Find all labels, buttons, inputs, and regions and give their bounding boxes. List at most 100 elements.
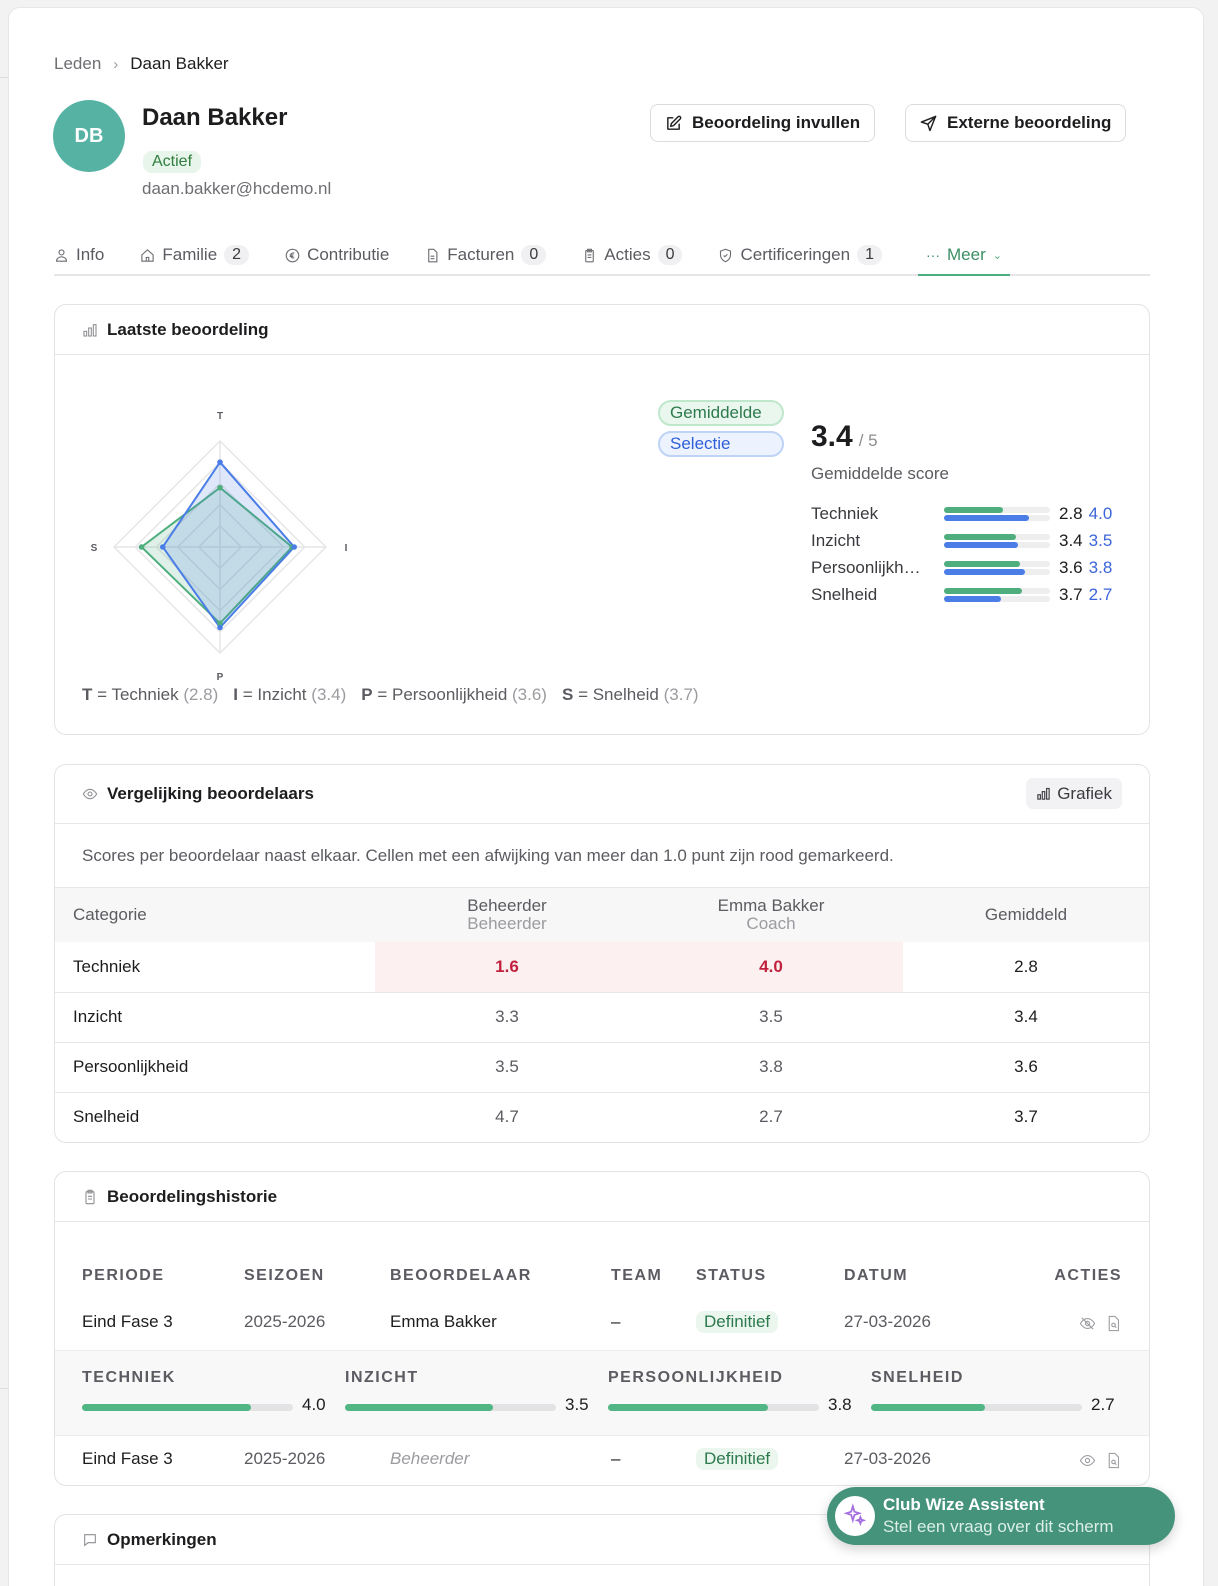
tab-contributie[interactable]: Contributie bbox=[285, 236, 389, 274]
average-value: 3.7 bbox=[1059, 585, 1083, 604]
comparison-description: Scores per beoordelaar naast elkaar. Cel… bbox=[55, 824, 1149, 888]
external-review-label: Externe beoordeling bbox=[947, 113, 1112, 132]
score-row: Techniek 2.8 4.0 bbox=[811, 501, 1131, 527]
average-score: 3.4 / 5 bbox=[811, 420, 878, 454]
average-value: 3.4 bbox=[1059, 531, 1083, 550]
card-title: Vergelijking beoordelaars bbox=[107, 784, 314, 803]
background-divider bbox=[0, 1388, 10, 1389]
history-row[interactable]: Eind Fase 3 2025-2026 Beheerder – Defini… bbox=[55, 1436, 1149, 1485]
column-header: Emma Bakker Coach bbox=[639, 888, 903, 942]
column-header: Gemiddeld bbox=[903, 888, 1149, 942]
score-row-label: Techniek bbox=[811, 504, 879, 523]
detail-score: SNELHEID 2.7 bbox=[871, 1369, 1115, 1414]
score-bars bbox=[944, 507, 1050, 521]
tab-familie[interactable]: Familie 2 bbox=[140, 236, 250, 274]
row-actions bbox=[1079, 1315, 1122, 1332]
legend-selection[interactable]: Selectie bbox=[658, 431, 784, 457]
tab-label: Contributie bbox=[307, 245, 390, 264]
score-row-label: Inzicht bbox=[811, 531, 861, 550]
tab-facturen[interactable]: Facturen 0 bbox=[425, 236, 547, 274]
average-value: 2.8 bbox=[1059, 504, 1083, 523]
chart-toggle-button[interactable]: Grafiek bbox=[1026, 778, 1122, 809]
score-bars bbox=[944, 534, 1050, 548]
home-icon bbox=[141, 248, 155, 262]
tab-label: Familie bbox=[162, 245, 218, 264]
bar-chart-icon bbox=[1037, 787, 1050, 800]
score-max: / 5 bbox=[858, 431, 878, 450]
card-header: Vergelijking beoordelaars Grafiek bbox=[55, 765, 1149, 824]
card-header: Opmerkingen bbox=[55, 1515, 1149, 1565]
latest-review-card: Laatste beoordeling T I P S Gemiddelde S… bbox=[54, 304, 1150, 735]
history-card: Beoordelingshistorie PERIODE SEIZOEN BEO… bbox=[54, 1171, 1150, 1486]
score-bars bbox=[944, 561, 1050, 575]
fill-review-button[interactable]: Beoordeling invullen bbox=[650, 104, 876, 142]
column-header: Beheerder Beheerder bbox=[375, 888, 639, 942]
external-review-button[interactable]: Externe beoordeling bbox=[905, 104, 1127, 142]
tab-acties[interactable]: Acties 0 bbox=[582, 236, 683, 274]
tab-info[interactable]: Info bbox=[54, 236, 104, 274]
shield-check-icon bbox=[720, 248, 732, 262]
tab-count-badge: 0 bbox=[657, 245, 683, 265]
score-row: Inzicht 3.4 3.5 bbox=[811, 528, 1131, 554]
selection-value: 2.7 bbox=[1088, 585, 1113, 604]
bar-chart-icon bbox=[83, 323, 97, 337]
comparison-card: Vergelijking beoordelaars Grafiek Scores… bbox=[54, 764, 1150, 1143]
ellipsis-icon: ··· bbox=[926, 247, 940, 263]
card-title: Laatste beoordeling bbox=[107, 319, 269, 339]
tab-count-badge: 1 bbox=[857, 245, 882, 265]
document-search-icon[interactable] bbox=[1105, 1315, 1122, 1332]
key-item: T = Techniek (2.8) bbox=[82, 685, 219, 704]
column-header: Categorie bbox=[55, 888, 375, 942]
status-badge: Actief bbox=[143, 151, 202, 173]
score-value: 3.4 bbox=[811, 420, 853, 453]
member-detail-page: Leden › Daan Bakker DB Daan Bakker Actie… bbox=[8, 7, 1204, 1586]
eye-icon bbox=[82, 788, 98, 800]
history-row[interactable]: Eind Fase 3 2025-2026 Emma Bakker – Defi… bbox=[55, 1299, 1149, 1349]
chevron-down-icon: ⌄ bbox=[992, 249, 1002, 262]
send-icon bbox=[920, 115, 937, 131]
card-header: Laatste beoordeling bbox=[55, 305, 1149, 355]
table-row: Techniek 1.6 4.0 2.8 bbox=[55, 942, 1149, 992]
chevron-right-icon: › bbox=[113, 55, 119, 73]
detail-score: PERSOONLIJKHEID 3.8 bbox=[608, 1369, 852, 1414]
tab-label: Certificeringen bbox=[740, 245, 851, 264]
tab-label: Facturen bbox=[447, 245, 515, 264]
tab-label: Info bbox=[76, 245, 105, 264]
legend-average[interactable]: Gemiddelde bbox=[658, 400, 784, 426]
tab-certificeringen[interactable]: Certificeringen 1 bbox=[718, 236, 882, 274]
eye-icon[interactable] bbox=[1079, 1452, 1096, 1469]
table-row: Snelheid 4.7 2.7 3.7 bbox=[55, 1091, 1149, 1142]
axis-label-p: P bbox=[217, 672, 224, 683]
breadcrumb: Leden › Daan Bakker bbox=[54, 54, 229, 74]
assistant-button[interactable]: Club Wize Assistent Stel een vraag over … bbox=[827, 1487, 1175, 1545]
key-item: P = Persoonlijkheid (3.6) bbox=[361, 685, 547, 704]
score-row-label: Snelheid bbox=[811, 585, 878, 604]
breadcrumb-current: Daan Bakker bbox=[130, 54, 229, 73]
clipboard-icon bbox=[85, 1189, 95, 1204]
tab-meer[interactable]: ··· Meer ⌄ bbox=[918, 236, 1010, 276]
breadcrumb-parent-link[interactable]: Leden bbox=[54, 54, 102, 73]
sparkles-icon bbox=[835, 1496, 875, 1536]
tab-label: Meer bbox=[947, 245, 986, 264]
table-row: Inzicht 3.3 3.5 3.4 bbox=[55, 991, 1149, 1042]
deviation-cell: 1.6 bbox=[375, 942, 639, 992]
tab-bar: Info Familie 2 Contributie Facturen 0 Ac… bbox=[54, 236, 1150, 276]
axis-label-s: S bbox=[91, 543, 98, 554]
eye-off-icon[interactable] bbox=[1079, 1315, 1096, 1332]
document-icon bbox=[428, 248, 438, 262]
assistant-subtitle: Stel een vraag over dit scherm bbox=[883, 1517, 1114, 1536]
detail-score: INZICHT 3.5 bbox=[345, 1369, 589, 1414]
member-email: daan.bakker@hcdemo.nl bbox=[142, 179, 332, 198]
score-bars bbox=[944, 588, 1050, 602]
axis-label-i: I bbox=[345, 543, 348, 554]
fill-review-label: Beoordeling invullen bbox=[692, 113, 861, 132]
document-search-icon[interactable] bbox=[1105, 1452, 1122, 1469]
history-detail-panel: TECHNIEK 4.0 INZICHT 3.5 PERSOONLIJKHEID… bbox=[55, 1350, 1149, 1436]
tab-count-badge: 0 bbox=[521, 245, 547, 265]
average-value: 3.6 bbox=[1059, 558, 1083, 577]
status-badge: Definitief bbox=[696, 1311, 779, 1333]
selection-value: 4.0 bbox=[1088, 504, 1113, 523]
score-row: Persoonlijkh… 3.6 3.8 bbox=[811, 555, 1131, 581]
avatar: DB bbox=[53, 100, 125, 172]
card-header: Beoordelingshistorie bbox=[55, 1172, 1149, 1222]
